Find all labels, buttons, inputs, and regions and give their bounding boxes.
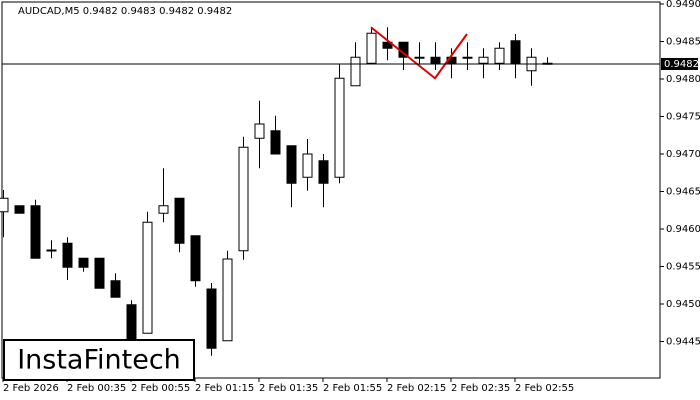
candle-body: [158, 205, 169, 214]
candle-body: [334, 77, 345, 178]
candle-body: [430, 56, 441, 64]
candle-body: [318, 160, 329, 184]
y-tick-label: 0.9470: [666, 149, 700, 160]
last-price-label: 0.9482: [664, 59, 699, 70]
y-tick-label: 0.9445: [666, 337, 700, 348]
x-tick-label: 2 Feb 02:55: [515, 383, 574, 394]
y-tick-label: 0.9475: [666, 112, 700, 123]
candle-body: [46, 249, 57, 252]
chart-title: AUDCAD,M5 0.9482 0.9483 0.9482 0.9482: [18, 6, 232, 17]
candle-body: [174, 197, 185, 244]
candle-body: [190, 235, 201, 282]
candle-body: [0, 197, 9, 213]
candle-body: [222, 258, 233, 342]
pattern-line: [370, 26, 468, 80]
x-tick-label: 2 Feb 02:15: [387, 383, 446, 394]
x-tick-label: 2 Feb 01:35: [259, 383, 318, 394]
y-tick-label: 0.9450: [666, 299, 700, 310]
x-tick-label: 2 Feb 00:55: [131, 383, 190, 394]
candle-body: [462, 56, 473, 59]
candle-body: [270, 130, 281, 155]
logo: InstaFintech: [17, 345, 181, 376]
x-tick-label: 2 Feb 02:35: [451, 383, 510, 394]
x-tick-label: 2 Feb 2026: [3, 383, 59, 394]
candle-body: [14, 205, 25, 214]
y-tick-label: 0.9460: [666, 224, 700, 235]
plot-frame: [1, 1, 661, 379]
x-tick-label: 2 Feb 01:15: [195, 383, 254, 394]
candle-body: [254, 123, 265, 139]
candle-body: [110, 280, 121, 298]
x-tick-label: 2 Feb 01:55: [323, 383, 382, 394]
candle-body: [206, 288, 217, 349]
y-tick-label: 0.9455: [666, 262, 700, 273]
last-price-box: [661, 58, 698, 70]
candle-body: [478, 56, 489, 64]
candle-body: [302, 153, 313, 178]
candle-body: [142, 221, 153, 334]
y-tick-label: 0.9490: [666, 0, 700, 10]
candle-body: [62, 242, 73, 268]
x-tick-label: 2 Feb 00:35: [67, 383, 126, 394]
candle-body: [238, 146, 249, 252]
candle-body: [510, 40, 521, 64]
candle-body: [286, 145, 297, 184]
candle-body: [78, 257, 89, 268]
candle-body: [494, 47, 505, 64]
candle-body: [350, 56, 361, 87]
y-tick-label: 0.9465: [666, 187, 700, 198]
candle-body: [414, 56, 425, 59]
candle-body: [126, 304, 137, 341]
candle-body: [366, 32, 377, 64]
y-tick-label: 0.9485: [666, 37, 700, 48]
y-tick-label: 0.9480: [666, 74, 700, 85]
candle-body: [94, 257, 105, 289]
candle-body: [30, 205, 41, 259]
logo-box: [3, 339, 195, 381]
